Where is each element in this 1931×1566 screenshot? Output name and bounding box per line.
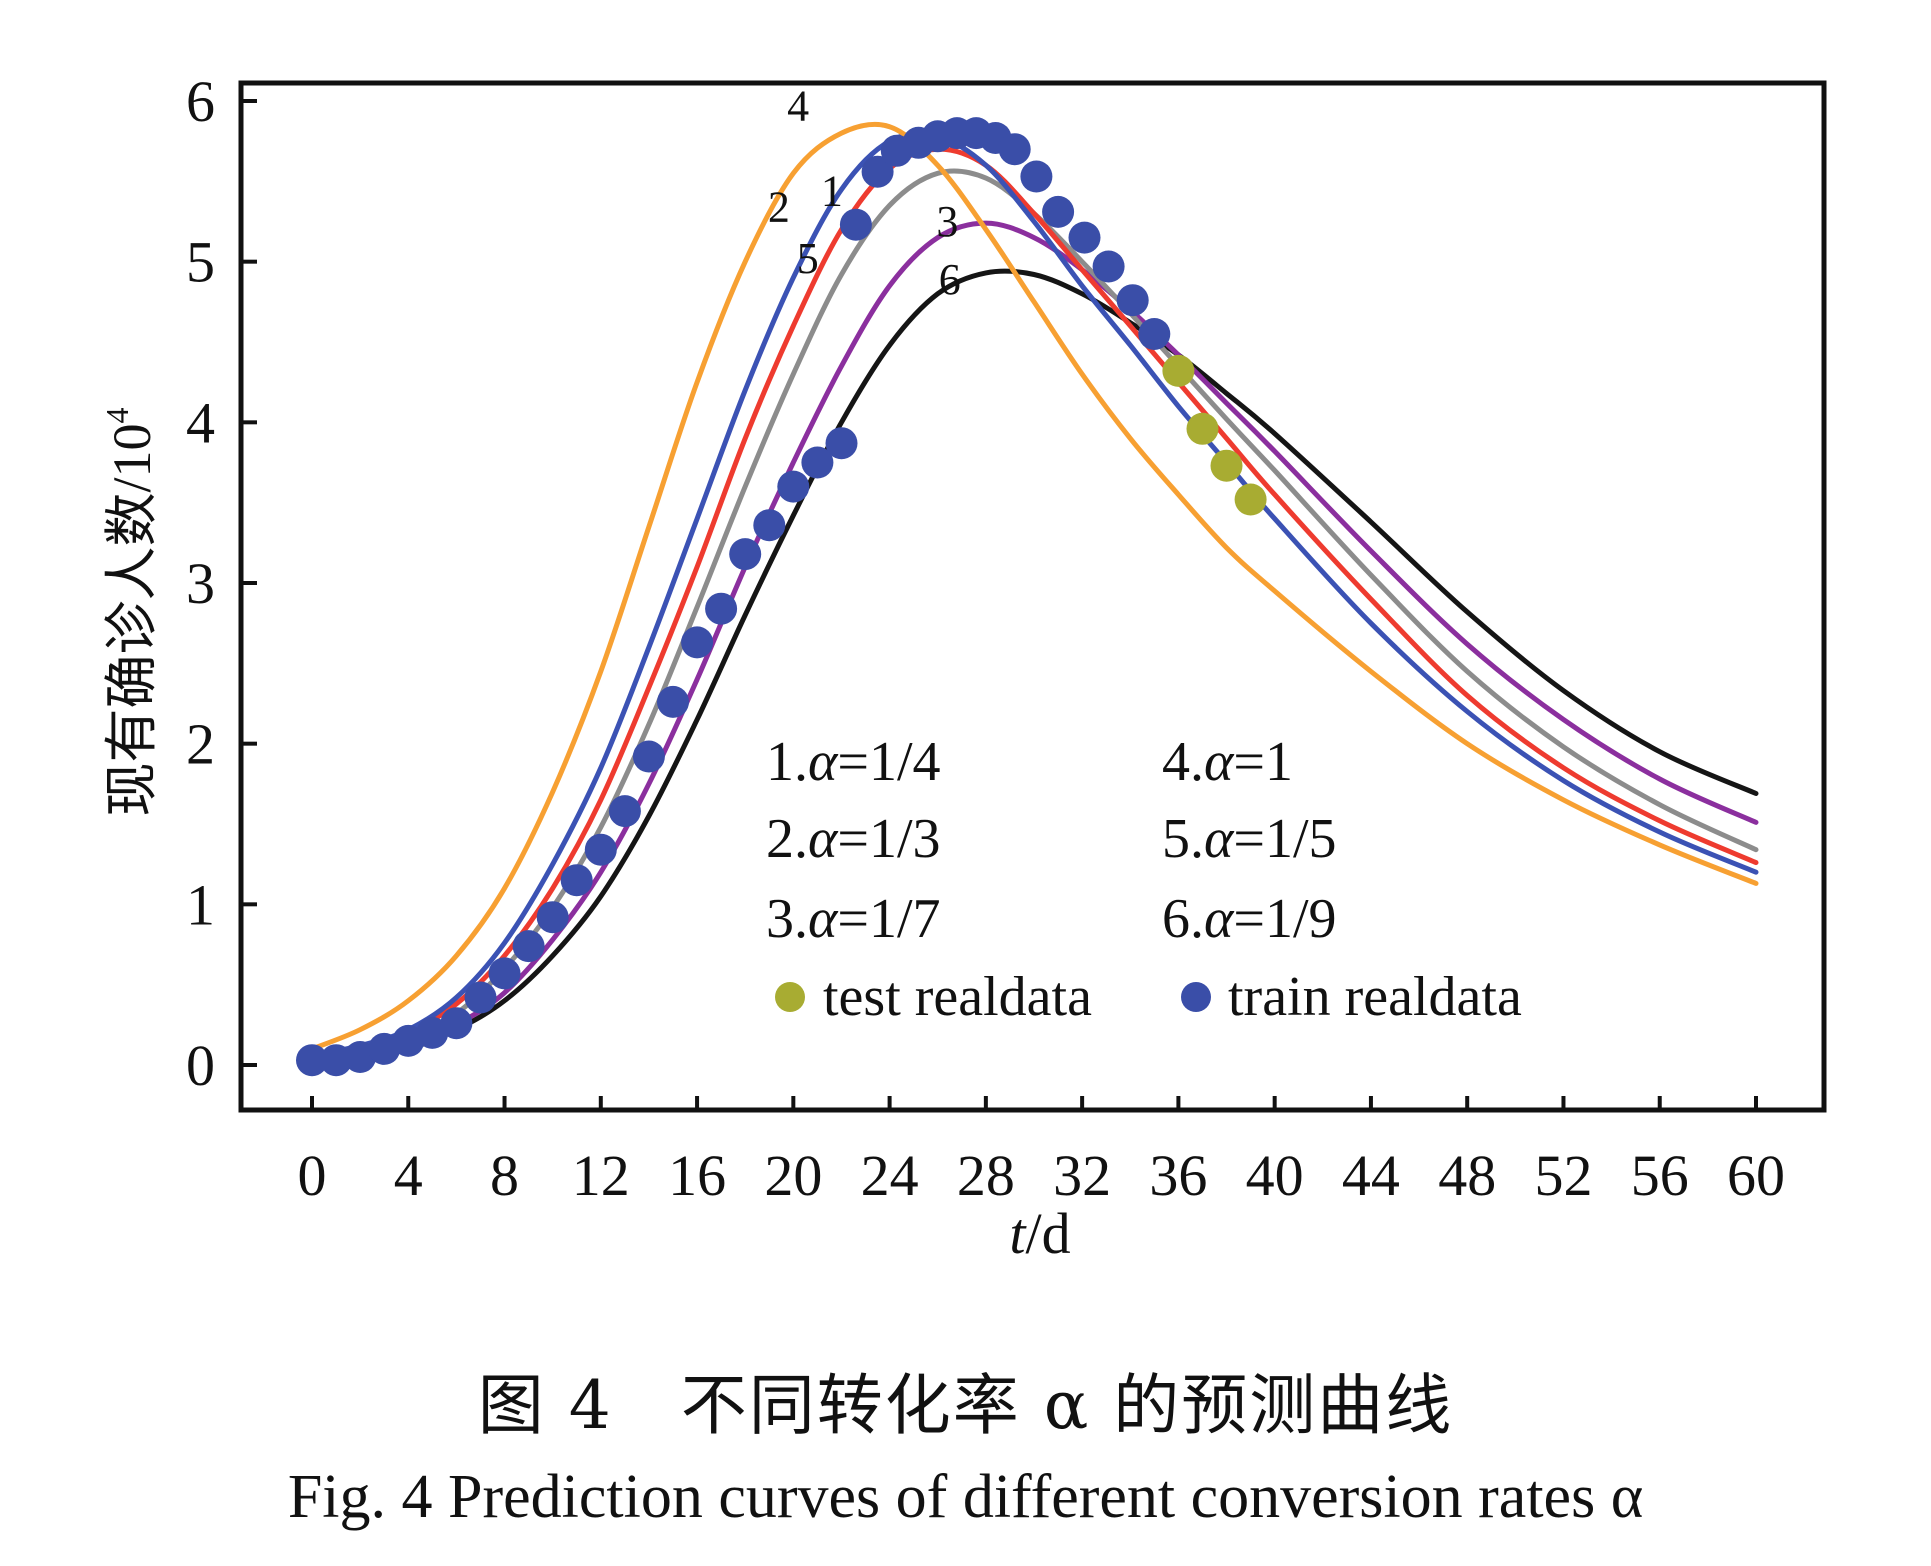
curve-label-5: 5 [797, 234, 819, 283]
x-tick-label: 8 [490, 1143, 519, 1208]
curve-label-3: 3 [936, 197, 958, 246]
x-tick-label: 28 [957, 1143, 1015, 1208]
legend-train-label: train realdata [1228, 966, 1522, 1028]
train-realdata-point [440, 1007, 473, 1040]
train-realdata-point [1020, 160, 1053, 193]
train-realdata-point [1042, 195, 1075, 228]
train-realdata-point [416, 1016, 449, 1049]
train-realdata-point [464, 981, 497, 1014]
x-tick-label: 44 [1342, 1143, 1400, 1208]
curve-series-1 [309, 146, 1759, 1060]
x-tick-label: 4 [394, 1143, 423, 1208]
train-realdata-point [801, 446, 834, 479]
y-axis-label-exponent: 4 [99, 407, 135, 423]
train-realdata-point [825, 427, 858, 460]
x-tick-label: 52 [1534, 1143, 1592, 1208]
train-realdata-point [560, 864, 593, 897]
train-realdata-point [753, 509, 786, 542]
curve-label-2: 2 [768, 183, 790, 232]
x-tick-label: 24 [861, 1143, 919, 1208]
x-tick-label: 48 [1438, 1143, 1496, 1208]
svg-text:现有确诊人数/104: 现有确诊人数/104 [99, 407, 162, 816]
legend-entry-5: 5.α=1/5 [1162, 808, 1337, 870]
train-realdata-point [632, 740, 665, 773]
x-tick-label: 20 [764, 1143, 822, 1208]
train-realdata-point [861, 155, 894, 188]
legend: 1.α=1/4 2.α=1/3 3.α=1/7 4.α=1 5.α=1/5 6.… [766, 731, 1522, 1028]
train-realdata-point [296, 1044, 328, 1077]
test-realdata-point [1234, 483, 1267, 516]
train-realdata-point [488, 957, 521, 990]
train-realdata-point [1138, 318, 1171, 350]
legend-entry-1: 1.α=1/4 [766, 731, 941, 793]
y-tick-label: 2 [186, 712, 215, 777]
figure-caption-chinese: 图 4 不同转化率 α 的预测曲线 [477, 1367, 1454, 1444]
train-realdata-point [681, 626, 714, 659]
x-tick-label: 16 [668, 1143, 726, 1208]
legend-test-marker [775, 982, 805, 1012]
plot-frame [238, 80, 1827, 1113]
curve-series-6 [309, 268, 1759, 1065]
train-realdata-point [368, 1032, 401, 1065]
train-realdata-point [777, 470, 810, 503]
x-tick-label: 36 [1149, 1143, 1207, 1208]
train-realdata-point [839, 208, 872, 241]
legend-entry-3: 3.α=1/7 [766, 888, 941, 950]
test-realdata-point [1162, 354, 1195, 387]
y-tick-label: 3 [186, 551, 215, 616]
x-axis-ticks: 0 4 8 12 16 20 24 28 32 36 40 44 48 52 56 60 [298, 1096, 1785, 1208]
y-tick-label: 5 [186, 230, 215, 295]
train-realdata-point [320, 1044, 353, 1077]
train-realdata-point [536, 901, 569, 934]
prediction-curves [309, 121, 1759, 1065]
legend-entry-6: 6.α=1/9 [1162, 888, 1337, 950]
train-realdata-point [1116, 284, 1149, 317]
y-axis-label-text: 现有确诊人数/10 [102, 423, 162, 816]
y-tick-label: 1 [186, 872, 215, 937]
y-axis-ticks: 0 1 2 3 4 5 6 [186, 69, 257, 1098]
legend-entry-4: 4.α=1 [1162, 731, 1293, 793]
train-realdata-point [657, 685, 689, 718]
train-realdata-point [998, 133, 1031, 166]
figure-caption-english: Fig. 4 Prediction curves of different co… [287, 1463, 1644, 1531]
y-tick-label: 0 [186, 1033, 215, 1098]
curve-series-3 [309, 220, 1759, 1063]
curve-number-labels: 12 3 4 5 6 [768, 81, 961, 304]
train-realdata-point [1092, 250, 1125, 283]
legend-entry-2: 2.α=1/3 [766, 808, 941, 870]
train-realdata-point [705, 592, 738, 625]
x-tick-label: 12 [572, 1143, 630, 1208]
y-axis-label: 现有确诊人数/104 [99, 407, 162, 816]
curve-label-6: 6 [939, 255, 961, 304]
train-realdata-point [344, 1041, 377, 1073]
x-axis-label: t/d [1009, 1201, 1070, 1266]
real-data-points [296, 117, 1267, 1077]
train-realdata-point [608, 795, 641, 828]
test-realdata-point [1210, 449, 1243, 482]
train-realdata-point [512, 930, 545, 963]
y-tick-label: 4 [186, 390, 215, 455]
legend-test-label: test realdata [823, 966, 1092, 1028]
train-realdata-point [1068, 221, 1101, 254]
curve-label-4: 4 [787, 81, 809, 130]
train-realdata-point [584, 833, 617, 866]
curve-series-4 [309, 121, 1759, 1052]
y-tick-label: 6 [186, 69, 215, 134]
x-tick-label: 32 [1053, 1143, 1111, 1208]
test-realdata-point [1186, 412, 1219, 445]
train-realdata-point [729, 538, 762, 571]
curve-label-1: 1 [821, 166, 843, 215]
x-tick-label: 40 [1246, 1143, 1304, 1208]
x-tick-label: 56 [1631, 1143, 1689, 1208]
legend-train-marker [1181, 982, 1211, 1012]
x-tick-label: 0 [298, 1143, 327, 1208]
x-tick-label: 60 [1727, 1143, 1785, 1208]
